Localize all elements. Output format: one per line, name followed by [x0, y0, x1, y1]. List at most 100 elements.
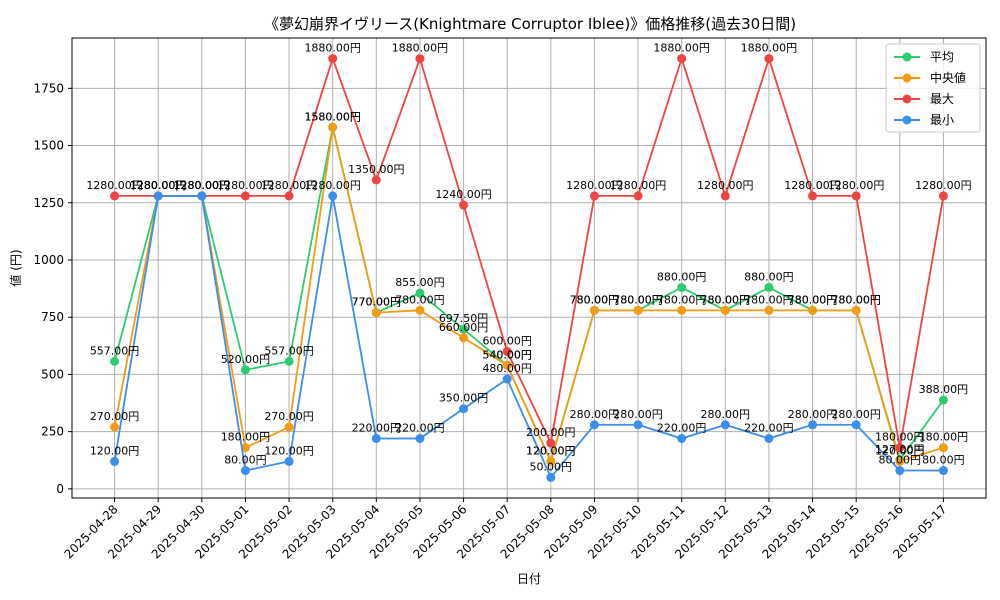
data-point [197, 191, 207, 201]
data-label: 1880.00円 [741, 42, 798, 55]
data-label: 1580.00円 [304, 110, 361, 123]
data-point [720, 305, 730, 315]
data-label: 270.00円 [90, 410, 140, 423]
data-label: 1280.00円 [217, 179, 274, 192]
data-label: 120.00円 [90, 444, 140, 457]
legend-swatch-marker [902, 52, 912, 62]
data-label: 1280.00円 [610, 179, 667, 192]
y-tick-label: 1500 [33, 139, 64, 153]
data-point [677, 305, 687, 315]
data-label: 780.00円 [831, 293, 881, 306]
data-label: 1880.00円 [653, 42, 710, 55]
y-tick-label: 1750 [33, 81, 64, 95]
data-label: 1880.00円 [392, 42, 449, 55]
data-point [240, 443, 250, 453]
data-point [764, 433, 774, 443]
data-point [328, 191, 338, 201]
data-point [415, 54, 425, 64]
y-tick-label: 750 [41, 310, 64, 324]
data-point [240, 466, 250, 476]
data-point [110, 456, 120, 466]
data-point [371, 433, 381, 443]
data-point [328, 54, 338, 64]
data-point [720, 191, 730, 201]
data-label: 220.00円 [744, 421, 794, 434]
data-label: 1280.00円 [86, 179, 143, 192]
data-point [546, 472, 556, 482]
data-label: 780.00円 [570, 293, 620, 306]
data-label: 660.00円 [439, 321, 489, 334]
data-label: 120.00円 [526, 444, 576, 457]
data-point [459, 404, 469, 414]
data-label: 557.00円 [264, 344, 314, 357]
data-label: 780.00円 [570, 293, 620, 306]
data-label: 1280.00円 [130, 179, 187, 192]
data-point [633, 191, 643, 201]
data-point [110, 191, 120, 201]
data-label: 1280.00円 [915, 179, 972, 192]
data-point [808, 420, 818, 430]
data-point [284, 191, 294, 201]
data-label: 780.00円 [788, 293, 838, 306]
data-label: 557.00円 [90, 344, 140, 357]
data-point [546, 456, 556, 466]
data-label: 780.00円 [395, 293, 445, 306]
data-label: 1280.00円 [304, 179, 361, 192]
data-point [938, 395, 948, 405]
legend-entry: 中央値 [930, 70, 966, 85]
data-label: 780.00円 [831, 293, 881, 306]
data-label: 1280.00円 [784, 179, 841, 192]
data-point [851, 420, 861, 430]
data-label: 880.00円 [657, 270, 707, 283]
data-point [415, 305, 425, 315]
data-label: 1880.00円 [304, 42, 361, 55]
data-label: 1280.00円 [130, 179, 187, 192]
y-tick-label: 1250 [33, 196, 64, 210]
data-point [284, 422, 294, 432]
data-point [415, 288, 425, 298]
data-label: 880.00円 [744, 270, 794, 283]
data-point [284, 356, 294, 366]
data-label: 770.00円 [352, 296, 402, 309]
data-label: 180.00円 [875, 431, 925, 444]
data-point [502, 347, 512, 357]
data-label: 780.00円 [701, 293, 751, 306]
data-label: 280.00円 [788, 408, 838, 421]
legend-box [885, 43, 981, 133]
data-label: 50.00円 [530, 460, 573, 473]
data-point [720, 420, 730, 430]
data-label: 120.00円 [526, 444, 576, 457]
data-label: 80.00円 [224, 454, 267, 467]
data-label: 697.50円 [439, 312, 489, 325]
legend-entry: 平均 [930, 50, 954, 64]
data-label: 1280.00円 [697, 179, 754, 192]
data-label: 1280.00円 [174, 179, 231, 192]
data-point [895, 456, 905, 466]
data-label: 1280.00円 [174, 179, 231, 192]
data-point [808, 305, 818, 315]
data-label: 770.00円 [352, 296, 402, 309]
data-point [546, 438, 556, 448]
legend-entry: 最小 [930, 113, 954, 127]
data-point [633, 305, 643, 315]
data-label: 127.00円 [875, 443, 925, 456]
data-label: 480.00円 [482, 362, 532, 375]
data-point [764, 54, 774, 64]
data-label: 540.00円 [482, 348, 532, 361]
series-line [114, 55, 945, 448]
data-point [764, 282, 774, 292]
data-label: 1580.00円 [304, 110, 361, 123]
data-point [677, 54, 687, 64]
data-label: 200.00円 [526, 426, 576, 439]
series-line [113, 127, 944, 464]
data-label: 1350.00円 [348, 163, 405, 176]
data-label: 1240.00円 [435, 188, 492, 201]
data-label: 180.00円 [919, 431, 969, 444]
data-point [851, 305, 861, 315]
data-label: 1280.00円 [174, 179, 231, 192]
data-labels: 557.00円1280.00円1280.00円520.00円557.00円158… [86, 42, 971, 474]
data-label: 280.00円 [701, 408, 751, 421]
